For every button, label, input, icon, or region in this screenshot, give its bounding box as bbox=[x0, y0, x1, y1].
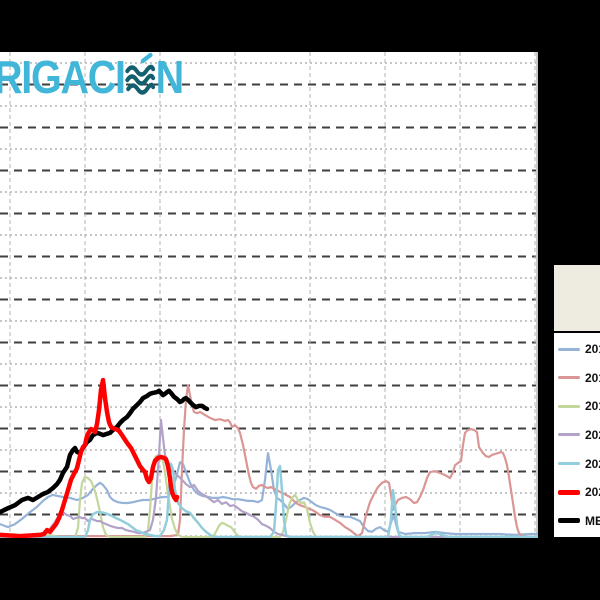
legend-line-swatch bbox=[558, 404, 580, 408]
legend-item-label: 201 bbox=[585, 399, 600, 414]
top-black-bar bbox=[0, 0, 600, 52]
legend-item-label: 202 bbox=[585, 456, 600, 471]
chart-svg bbox=[0, 52, 538, 538]
legend-line-swatch bbox=[558, 462, 580, 466]
legend-line-swatch bbox=[558, 489, 580, 495]
irrigacion-logo[interactable]: RIGACI N bbox=[0, 52, 185, 104]
legend-item-202-4: 202 bbox=[558, 457, 600, 471]
legend-header: 1 bbox=[552, 263, 600, 333]
legend-line-swatch bbox=[558, 433, 580, 437]
legend-item-label: 202 bbox=[585, 485, 600, 500]
logo-wave-o-icon bbox=[125, 52, 156, 98]
chart-legend[interactable]: 1 201 201 201 202 202 202 MED bbox=[552, 263, 600, 539]
legend-item-label: 202 bbox=[585, 427, 600, 442]
series-2020-line bbox=[0, 418, 538, 538]
legend-line-swatch bbox=[558, 518, 580, 524]
series-2022-line bbox=[0, 377, 180, 538]
series-2017-line bbox=[0, 452, 538, 537]
logo-text-prefix: RIGACI bbox=[0, 52, 126, 103]
legend-line-swatch bbox=[558, 347, 580, 351]
legend-item-MED-6: MED bbox=[558, 514, 600, 528]
series-2021-line bbox=[0, 462, 538, 538]
legend-item-202-5: 202 bbox=[558, 485, 600, 499]
legend-body: 201 201 201 202 202 202 MED bbox=[552, 333, 600, 539]
series-MEDIA-line bbox=[0, 388, 210, 515]
legend-item-label: 201 bbox=[585, 342, 600, 357]
chart-plot-area[interactable]: RIGACI N bbox=[0, 52, 538, 538]
legend-item-201-0: 201 bbox=[558, 342, 600, 356]
legend-item-201-2: 201 bbox=[558, 399, 600, 413]
legend-item-label: 201 bbox=[585, 370, 600, 385]
series-2018-line bbox=[0, 384, 538, 538]
series-2019-line bbox=[0, 453, 538, 538]
legend-item-202-3: 202 bbox=[558, 428, 600, 442]
logo-text-suffix: N bbox=[155, 52, 185, 103]
bottom-black-bar bbox=[0, 538, 600, 600]
legend-item-label: MED bbox=[585, 513, 600, 528]
legend-line-swatch bbox=[558, 376, 580, 380]
legend-item-201-1: 201 bbox=[558, 371, 600, 385]
